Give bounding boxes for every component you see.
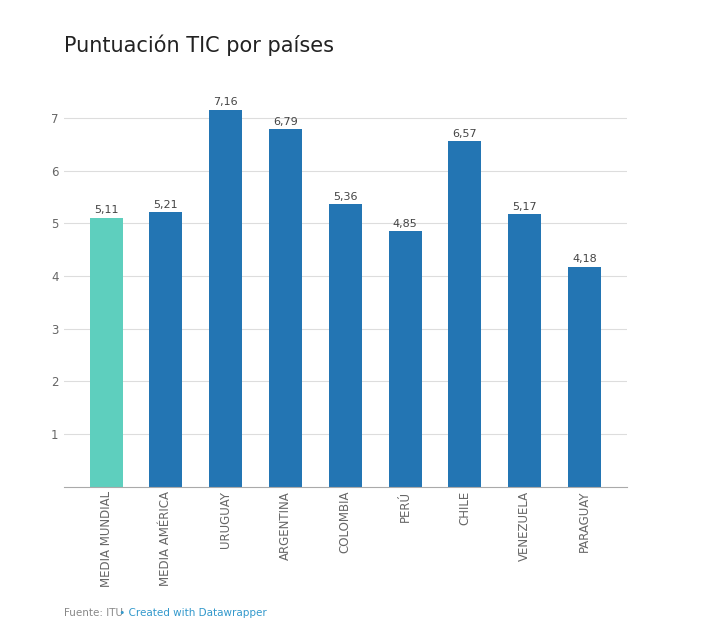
Text: y: y <box>674 164 683 178</box>
Bar <box>269 129 302 487</box>
Text: f: f <box>675 67 681 81</box>
Bar <box>329 205 362 487</box>
Bar <box>150 212 182 487</box>
Text: 6,57: 6,57 <box>453 129 477 139</box>
Bar <box>209 110 242 487</box>
Text: 4,18: 4,18 <box>572 255 597 265</box>
Text: 5,11: 5,11 <box>94 205 118 215</box>
Bar <box>449 140 481 487</box>
Text: • Created with Datawrapper: • Created with Datawrapper <box>116 608 267 618</box>
Bar <box>508 215 541 487</box>
Text: Puntuación TIC por países: Puntuación TIC por países <box>64 35 334 56</box>
Text: 7,16: 7,16 <box>214 97 238 107</box>
Text: 5,17: 5,17 <box>513 202 537 212</box>
Text: 4,85: 4,85 <box>393 219 417 229</box>
Text: 6,79: 6,79 <box>273 117 298 127</box>
Bar <box>389 232 422 487</box>
Text: Fuente: ITU: Fuente: ITU <box>64 608 123 618</box>
Text: 5,36: 5,36 <box>333 192 357 202</box>
Bar <box>90 218 122 487</box>
Text: 5,21: 5,21 <box>154 200 178 210</box>
Text: in: in <box>671 115 686 130</box>
Bar <box>568 266 601 487</box>
